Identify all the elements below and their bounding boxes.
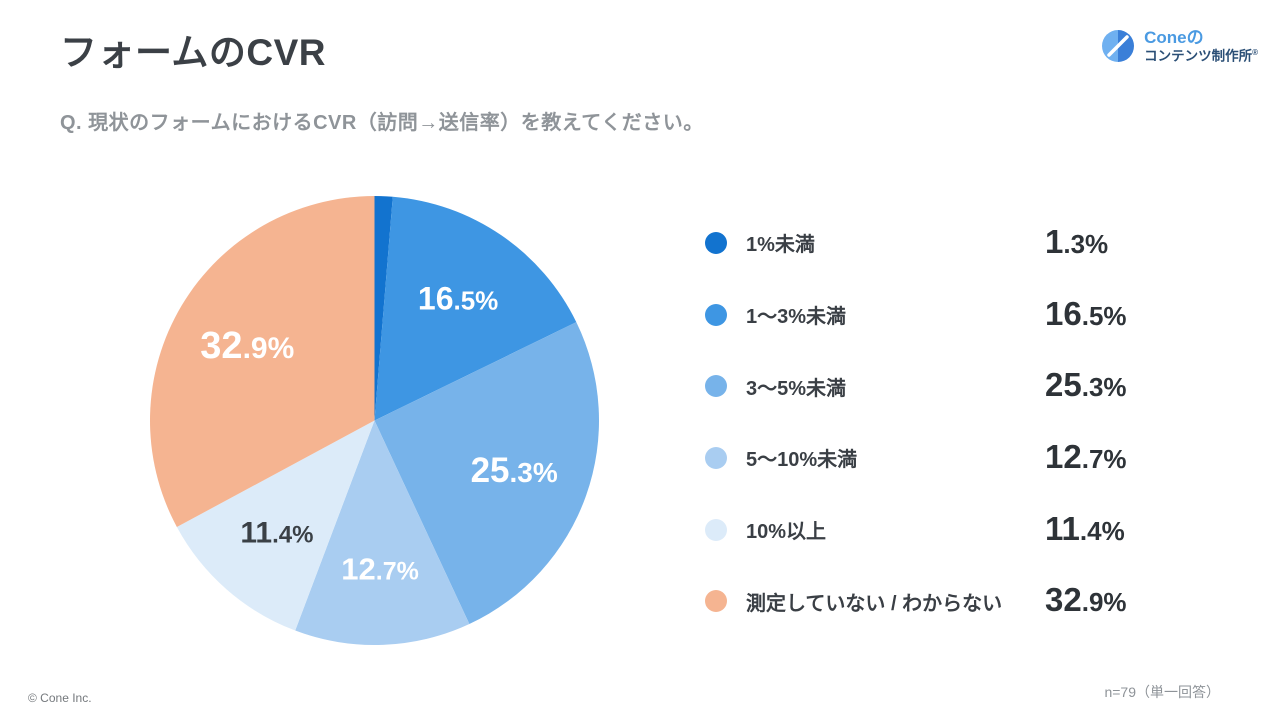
legend-dot-5 — [705, 590, 727, 613]
legend-value-int-2: 25 — [1045, 366, 1082, 404]
page-title: フォームのCVR — [60, 32, 327, 73]
legend-dot-2 — [705, 375, 727, 398]
chart-legend: 1%未満 1.3% 1〜3%未満 16.5% 3〜5%未満 25.3% 5〜10%未満 12.… — [705, 207, 1175, 637]
question-text: Q. 現状のフォームにおけるCVR（訪問→送信率）を教えてください。 — [60, 112, 704, 134]
legend-value-int-3: 12 — [1045, 438, 1082, 476]
legend-dot-0 — [705, 231, 727, 254]
pie-slice-1 — [374, 196, 577, 421]
pie-label-2: 25.3% — [471, 451, 558, 490]
legend-value-1: 16.5% — [1045, 295, 1127, 333]
legend-row-1: 1〜3%未満 16.5% — [705, 279, 1175, 351]
legend-dot-3 — [705, 446, 727, 469]
legend-value-rest-5: .9% — [1081, 587, 1127, 618]
registered-mark: ® — [1252, 47, 1258, 57]
legend-value-int-1: 16 — [1045, 294, 1082, 332]
legend-value-4: 11.4% — [1045, 510, 1125, 548]
pie-chart: 16.5% 25.3% 12.7% 11.4% 32.9% — [150, 196, 599, 645]
cone-logo: Coneの コンテンツ制作所® — [1101, 28, 1258, 64]
legend-dot-1 — [705, 303, 727, 326]
legend-label-2: 3〜5%未満 — [746, 377, 847, 400]
legend-label-3: 5〜10%未満 — [746, 449, 858, 472]
pie-label-3: 12.7% — [341, 551, 419, 586]
legend-value-2: 25.3% — [1045, 366, 1127, 404]
legend-label-0: 1%未満 — [746, 234, 815, 257]
pie-slice-2 — [374, 322, 599, 624]
legend-value-0: 1.3% — [1045, 223, 1108, 261]
legend-row-0: 1%未満 1.3% — [705, 207, 1175, 279]
pie-slice-3 — [295, 420, 470, 645]
logo-text: Coneの コンテンツ制作所® — [1144, 28, 1258, 64]
cone-logo-icon — [1102, 29, 1135, 62]
legend-value-rest-3: .7% — [1081, 444, 1127, 475]
legend-value-5: 32.9% — [1045, 581, 1127, 619]
logo-brand: Coneの — [1144, 28, 1204, 47]
logo-subtitle: コンテンツ制作所® — [1144, 48, 1258, 64]
legend-row-3: 5〜10%未満 12.7% — [705, 422, 1175, 494]
legend-label-5: 測定していない / わからない — [746, 592, 1003, 615]
legend-label-1: 1〜3%未満 — [746, 306, 847, 328]
pie-slice-5 — [150, 196, 375, 528]
legend-row-5: 測定していない / わからない 32.9% — [705, 565, 1175, 637]
legend-row-2: 3〜5%未満 25.3% — [705, 350, 1175, 422]
pie-slice-0 — [374, 196, 393, 421]
legend-value-rest-0: .3% — [1063, 229, 1109, 260]
sample-size-note: n=79（単一回答） — [1104, 684, 1220, 700]
legend-dot-4 — [705, 518, 727, 541]
legend-value-int-4: 11 — [1045, 509, 1080, 547]
copyright: © Cone Inc. — [28, 691, 92, 705]
legend-value-rest-1: .5% — [1081, 300, 1127, 331]
legend-value-int-5: 32 — [1045, 581, 1082, 619]
legend-value-rest-2: .3% — [1081, 372, 1127, 403]
legend-row-4: 10%以上 11.4% — [705, 494, 1175, 566]
pie-slice-4 — [176, 420, 375, 631]
legend-value-rest-4: .4% — [1079, 515, 1125, 546]
pie-label-5: 32.9% — [200, 325, 294, 367]
pie-label-4: 11.4% — [240, 517, 313, 550]
legend-value-int-0: 1 — [1045, 223, 1064, 261]
pie-label-1: 16.5% — [418, 280, 498, 316]
logo-subtitle-text: コンテンツ制作所 — [1144, 48, 1253, 64]
legend-value-3: 12.7% — [1045, 438, 1127, 476]
legend-label-4: 10%以上 — [746, 521, 827, 544]
